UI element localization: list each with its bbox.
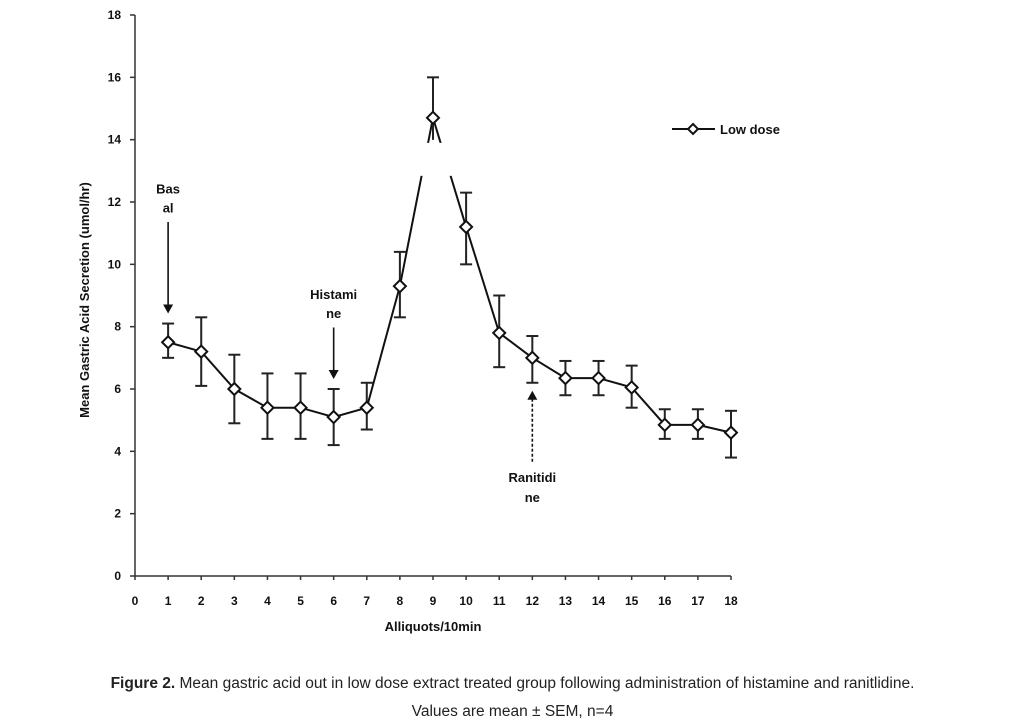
data-point xyxy=(193,344,209,360)
annotation-label: Histami xyxy=(310,287,357,302)
x-tick-label: 11 xyxy=(493,594,506,608)
x-tick-label: 8 xyxy=(397,594,404,608)
data-point xyxy=(392,278,408,294)
y-tick-label: 0 xyxy=(114,569,121,583)
arrow-down-icon xyxy=(163,304,174,314)
annotation-label: ne xyxy=(326,306,341,321)
x-tick-label: 13 xyxy=(559,594,573,608)
data-point xyxy=(690,417,706,433)
arrow-up-icon xyxy=(527,390,538,400)
data-point xyxy=(160,334,176,350)
data-point xyxy=(524,350,540,366)
data-point xyxy=(359,400,375,416)
data-point xyxy=(591,370,606,386)
data-point xyxy=(657,417,673,433)
y-tick-label: 18 xyxy=(108,8,122,22)
caption-text: Mean gastric acid out in low dose extrac… xyxy=(175,675,915,692)
data-point xyxy=(293,400,308,416)
x-tick-label: 9 xyxy=(430,594,437,608)
peak-gap xyxy=(403,142,463,176)
y-tick-label: 12 xyxy=(108,195,122,209)
data-point xyxy=(226,381,242,397)
y-tick-label: 4 xyxy=(114,444,121,458)
y-axis-label: Mean Gastric Acid Secretion (umol/hr) xyxy=(77,182,92,418)
data-point xyxy=(458,219,474,235)
y-tick-label: 6 xyxy=(114,382,121,396)
legend-marker xyxy=(686,122,700,136)
y-tick-label: 8 xyxy=(114,320,121,334)
annotation-label: Bas xyxy=(156,182,180,197)
x-tick-label: 5 xyxy=(297,594,304,608)
data-point xyxy=(425,110,441,126)
y-tick-label: 14 xyxy=(108,133,122,147)
data-point xyxy=(260,400,275,416)
x-tick-label: 2 xyxy=(198,594,205,608)
x-tick-label: 16 xyxy=(658,594,672,608)
x-tick-label: 4 xyxy=(264,594,271,608)
data-point xyxy=(491,325,507,341)
data-point xyxy=(723,425,739,441)
annotation-label: Ranitidi xyxy=(508,470,556,485)
x-tick-label: 3 xyxy=(231,594,238,608)
x-tick-label: 1 xyxy=(165,594,172,608)
data-point xyxy=(624,380,640,395)
figure-caption-line2: Values are mean ± SEM, n=4 xyxy=(411,703,614,720)
x-tick-label: 15 xyxy=(625,594,639,608)
legend-label: Low dose xyxy=(720,122,780,137)
x-tick-label: 18 xyxy=(724,594,738,608)
x-tick-label: 14 xyxy=(592,594,606,608)
y-tick-label: 10 xyxy=(108,257,122,271)
data-marks xyxy=(160,76,739,459)
annotations: Bas al Histami ne Ranitidi ne xyxy=(156,182,556,505)
x-tick-label: 6 xyxy=(330,594,337,608)
x-axis-label: Alliquots/10min xyxy=(385,619,482,634)
data-point xyxy=(326,409,342,425)
arrow-down-icon xyxy=(328,370,339,379)
figure-caption: Figure 2. Mean gastric acid out in low d… xyxy=(0,675,1025,693)
y-tick-label: 16 xyxy=(108,70,122,84)
annotation-label: al xyxy=(163,201,174,216)
x-tick-label: 17 xyxy=(691,594,705,608)
x-tick-label: 0 xyxy=(132,594,139,608)
y-tick-label: 2 xyxy=(114,507,121,521)
x-tick-label: 12 xyxy=(526,594,540,608)
legend: Low dose xyxy=(672,122,780,137)
annotation-label: ne xyxy=(525,490,540,505)
data-point xyxy=(558,370,573,386)
x-tick-label: 7 xyxy=(363,594,370,608)
caption-label: Figure 2. xyxy=(110,675,176,692)
x-tick-label: 10 xyxy=(459,594,473,608)
